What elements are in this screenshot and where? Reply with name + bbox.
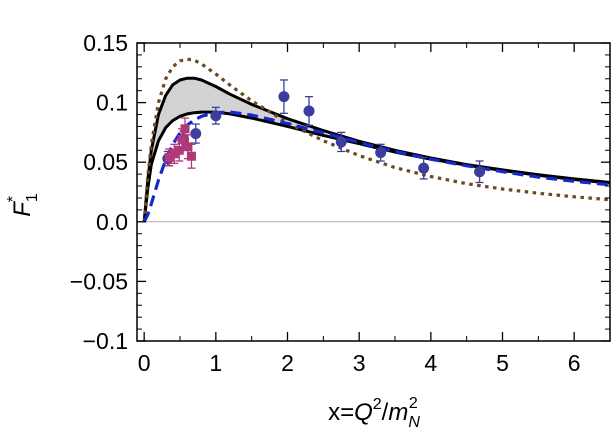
x-axis-title-m: m xyxy=(388,399,408,426)
y-tick-label-1: −0.05 xyxy=(70,268,128,294)
curve-band-lower xyxy=(142,110,611,222)
curve-blue-dashed xyxy=(142,110,611,223)
x-tick-label-5: 5 xyxy=(496,350,509,376)
curves xyxy=(142,57,611,223)
x-axis-title-slash: / xyxy=(382,399,389,426)
y-tick-label-2: 0.0 xyxy=(96,209,128,235)
x-tick-label-2: 2 xyxy=(281,350,294,376)
x-axis-title-q-sup: 2 xyxy=(373,396,382,413)
data-markers xyxy=(162,79,486,184)
plot-area xyxy=(144,78,610,223)
plot-frame xyxy=(136,42,611,342)
y-axis-title-sub: 1 xyxy=(24,193,41,202)
y-tick-label-5: 0.15 xyxy=(83,30,128,56)
x-tick-label-1: 1 xyxy=(209,350,222,376)
y-axis-title: F1* xyxy=(5,193,41,217)
circle-point-4 xyxy=(210,106,222,125)
circle-point-8 xyxy=(375,143,387,162)
circle-point-7 xyxy=(335,131,347,153)
circle-point-10 xyxy=(474,160,486,184)
y-tick-label-4: 0.1 xyxy=(96,90,128,116)
x-axis-title-lhs: x= xyxy=(328,399,354,426)
x-axis-title-q: Q xyxy=(354,399,373,426)
y-axis-title-sup: * xyxy=(5,196,22,202)
circle-point-9 xyxy=(418,156,430,180)
x-axis-title-m-sub: N xyxy=(408,414,420,431)
circle-point-6 xyxy=(303,95,315,126)
y-tick-label-3: 0.05 xyxy=(83,149,128,175)
y-axis-title-f: F xyxy=(9,201,36,217)
x-tick-label-4: 4 xyxy=(424,350,437,376)
uncertainty-band xyxy=(144,78,610,222)
x-tick-label-3: 3 xyxy=(353,350,366,376)
y-tick-label-0: −0.1 xyxy=(83,328,128,354)
x-axis-title-m-sup: 2 xyxy=(409,395,418,412)
circle-point-5 xyxy=(278,79,290,114)
x-tick-label-0: 0 xyxy=(138,350,151,376)
axis-ticks: 0 1 2 3 4 5 6 −0.1 −0.05 0.0 0.05 0.1 0.15 xyxy=(70,30,610,376)
square-point-7 xyxy=(186,143,196,169)
x-axis-title: x=Q2/mN2 xyxy=(328,395,420,431)
x-tick-label-6: 6 xyxy=(568,350,581,376)
square-point-1 xyxy=(164,148,174,167)
square-point-2 xyxy=(169,143,179,165)
curve-brown-dotted xyxy=(142,57,611,222)
circle-point-3 xyxy=(190,123,202,144)
